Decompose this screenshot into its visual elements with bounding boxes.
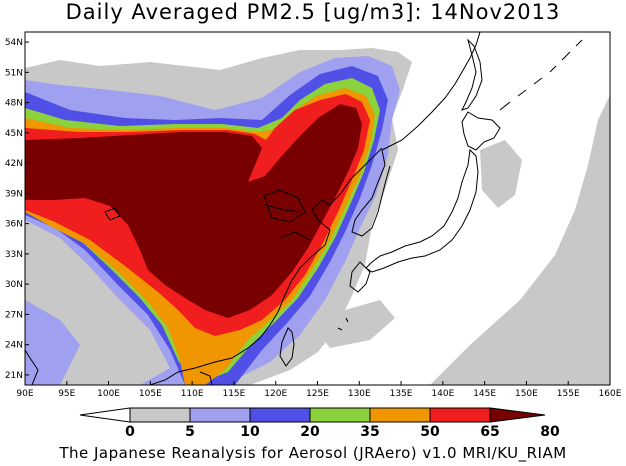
taiwan-coastline [279,327,295,367]
colorbar-level-label: 5 [185,424,195,440]
lat-tick-label: 42N [5,159,23,169]
lat-tick-label: 21N [5,371,23,381]
lon-tick-label: 120E [264,389,287,399]
china-inland-border [104,189,306,223]
lat-tick-label: 36N [5,220,23,230]
lon-tick-label: 135E [390,389,413,399]
concentration-field [25,32,610,385]
lon-tick-label: 140E [431,389,454,399]
colorbar-segment [309,407,371,423]
colorbar-level-label: 20 [300,424,320,440]
kyushu-coastline [349,261,371,293]
colorbar-max-arrow [489,407,546,423]
lon-tick-label: 160E [599,389,622,399]
lon-tick-label: 90E [16,389,33,399]
colorbar: 0 5 10 20 35 50 65 80 [79,407,560,440]
hokkaido-coastline [461,111,501,151]
lon-tick-label: 105E [139,389,162,399]
colorbar-level-label: 65 [480,424,499,440]
lat-tick-label: 54N [5,38,23,48]
lon-tick-label: 100E [97,389,120,399]
lon-tick-label: 130E [348,389,371,399]
coastlines [25,32,583,385]
lat-tick-label: 51N [5,68,23,78]
colorbar-level-label: 50 [420,424,440,440]
sakhalin-coastline [461,38,483,111]
lon-tick-label: 155E [557,389,580,399]
lon-tick-label: 125E [306,389,329,399]
contour-5-10-south [310,300,395,348]
map-title: Daily Averaged PM2.5 [ug/m3]: 14Nov2013 [65,0,561,24]
lon-tick-label: 150E [515,389,538,399]
southwest-coast [25,349,39,385]
footer-credit: The Japanese Reanalysis for Aerosol (JRA… [59,444,567,462]
china-coastline [149,147,383,385]
lat-tick-label: 33N [5,250,23,260]
russia-coastline [381,32,481,151]
lon-tick-label: 110E [181,389,204,399]
colorbar-level-label: 10 [240,424,260,440]
contour-5-10-pacific [430,95,610,385]
lat-tick-label: 39N [5,189,23,199]
colorbar-level-label: 0 [125,424,135,440]
hainan-coastline [199,371,213,385]
lat-tick-label: 27N [5,310,23,320]
longitude-ticks: 90E 95E 100E 105E 110E 115E 120E 125E 130E 135E 14… [16,381,622,399]
lat-tick-label: 48N [5,99,23,109]
honshu-coastline [365,148,479,273]
colorbar-min-arrow [79,407,131,423]
colorbar-segment [129,407,191,423]
yangtze-outline [264,204,311,241]
colorbar-segment [369,407,431,423]
colorbar-segment [249,407,311,423]
colorbar-level-label: 80 [540,424,560,440]
contour-over-80 [25,104,362,318]
lat-tick-label: 24N [5,341,23,351]
lon-tick-label: 115E [222,389,245,399]
pacific-islands [337,317,349,331]
colorbar-segment [429,407,491,423]
colorbar-segment [189,407,251,423]
lon-tick-label: 95E [58,389,75,399]
contour-5-10-sea-of-japan [480,140,522,208]
colorbar-level-label: 35 [360,424,379,440]
contour-10-20-southwest [25,300,80,385]
lat-tick-label: 45N [5,129,23,139]
contour-5-10-upper [262,58,292,78]
lon-tick-label: 145E [473,389,496,399]
lat-tick-label: 30N [5,280,23,290]
latitude-ticks: 21N 24N 27N 30N 33N 36N 39N 42N 45N 48N 51N 54N [5,38,29,381]
korea-coastline [351,149,391,237]
kuril-islands [499,39,583,111]
